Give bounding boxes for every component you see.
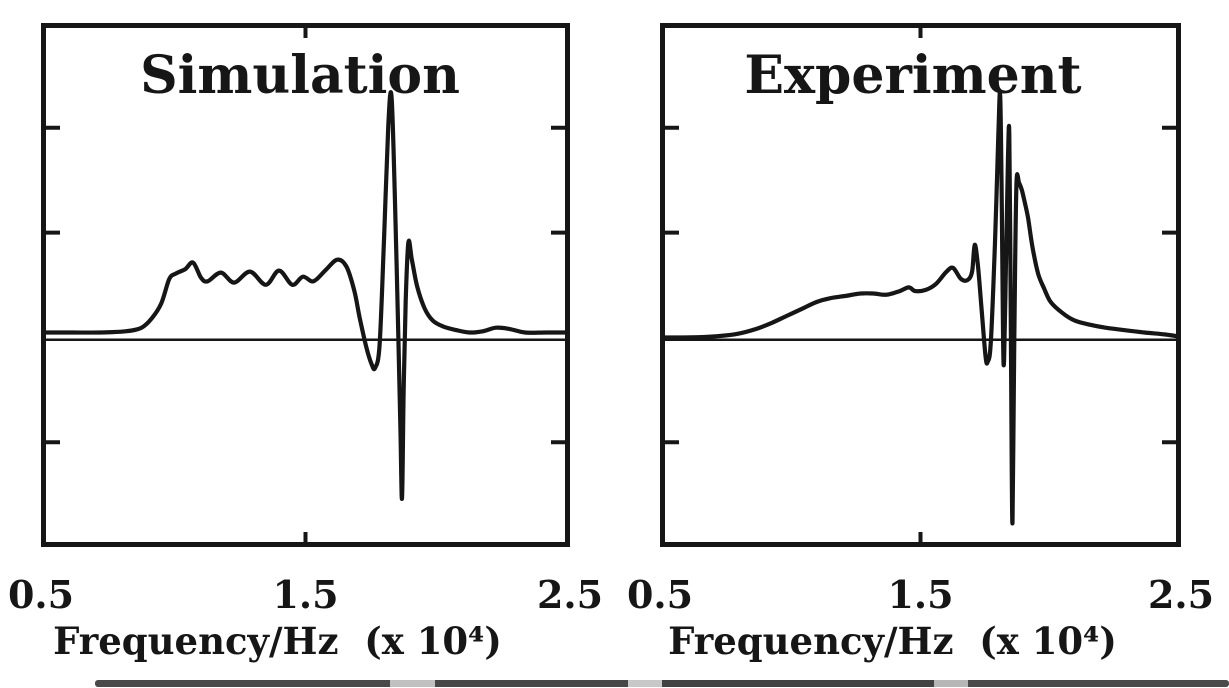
experiment-spectrum-curve	[660, 91, 1181, 526]
plot-frame	[660, 23, 1181, 547]
x-tick-label: 0.5	[626, 572, 694, 617]
simulation-plot	[41, 23, 570, 547]
x-tick-label: 1.5	[887, 572, 954, 617]
experiment-plot	[660, 23, 1181, 547]
x-tick-label: 2.5	[536, 572, 604, 617]
x-axis-label: Frequency/Hz (x 10⁴)	[53, 619, 502, 663]
plot-frame	[41, 23, 570, 547]
panel-title-experiment: Experiment	[744, 45, 1082, 106]
x-tick-label: 2.5	[1147, 572, 1215, 617]
panel-title-simulation: Simulation	[140, 45, 460, 106]
x-tick-label: 0.5	[7, 572, 75, 617]
x-axis-label: Frequency/Hz (x 10⁴)	[668, 619, 1117, 663]
simulation-spectrum-curve	[41, 90, 570, 501]
scan-artifact-strip	[95, 680, 1229, 687]
x-tick-label: 1.5	[272, 572, 339, 617]
